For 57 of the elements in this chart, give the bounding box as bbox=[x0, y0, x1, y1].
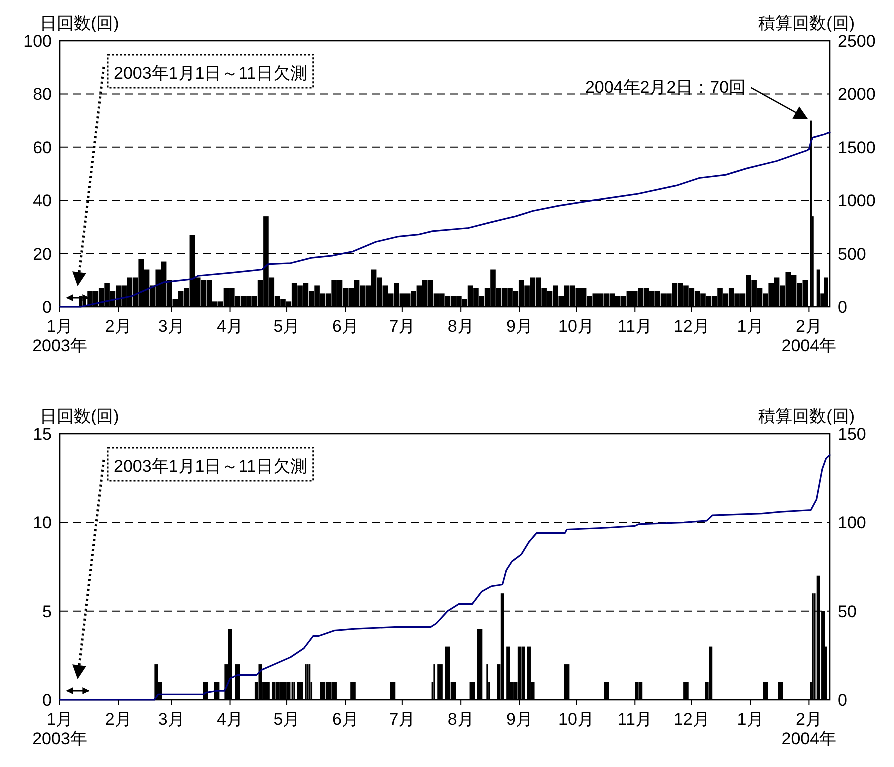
y-tick-label: 20 bbox=[33, 244, 52, 264]
x-tick-label: 6月 bbox=[332, 317, 359, 336]
x-tick-label: 3月 bbox=[158, 317, 185, 336]
y-axis-title: 日回数(回) bbox=[40, 407, 120, 426]
y-tick-label: 15 bbox=[33, 425, 52, 444]
x-tick-label: 1月 2003年 bbox=[32, 710, 88, 749]
y-tick-label: 60 bbox=[33, 138, 52, 158]
y2-tick-label: 50 bbox=[838, 602, 857, 622]
x-tick-label: 4月 bbox=[217, 710, 244, 729]
y2-tick-label: 100 bbox=[838, 514, 866, 533]
annotation: 2003年1月1日～11日欠測 bbox=[114, 457, 308, 476]
x-tick-label: 1月 bbox=[737, 317, 764, 336]
y-tick-label: 40 bbox=[33, 192, 52, 211]
x-tick-label: 10月 bbox=[558, 317, 594, 336]
x-tick-label: 11月 bbox=[618, 317, 652, 336]
x-tick-label: 5月 bbox=[274, 710, 300, 729]
y2-tick-label: 500 bbox=[838, 244, 866, 264]
x-tick-label: 5月 bbox=[274, 317, 300, 336]
y2-tick-label: 2500 bbox=[838, 32, 876, 51]
y-tick-label: 100 bbox=[24, 32, 52, 51]
x-tick-label: 8月 bbox=[448, 317, 474, 336]
x-tick-label: 1月 bbox=[737, 710, 764, 729]
y2-tick-label: 150 bbox=[838, 425, 866, 444]
y-tick-label: 5 bbox=[42, 602, 52, 622]
line-series bbox=[59, 132, 831, 308]
x-tick-label: 2月 bbox=[105, 317, 132, 336]
x-tick-label: 6月 bbox=[332, 710, 359, 729]
y2-axis-title: 積算回数(回) bbox=[758, 407, 855, 426]
annotation: 2004年2月2日：70回 bbox=[585, 78, 746, 97]
y-axis-title: 日回数(回) bbox=[40, 14, 120, 33]
x-tick-label: 12月 bbox=[674, 317, 710, 336]
x-tick-label: 9月 bbox=[506, 710, 533, 729]
x-tick-label: 4月 bbox=[217, 317, 244, 336]
y2-tick-label: 0 bbox=[838, 298, 848, 317]
y-tick-label: 0 bbox=[42, 691, 52, 710]
x-tick-label: 7月 bbox=[389, 710, 416, 729]
x-tick-label: 9月 bbox=[506, 317, 533, 336]
line-series bbox=[59, 454, 831, 701]
x-tick-label: 7月 bbox=[389, 317, 416, 336]
y2-tick-label: 1000 bbox=[838, 192, 876, 211]
x-tick-label: 12月 bbox=[674, 710, 710, 729]
x-tick-label: 8月 bbox=[448, 710, 474, 729]
x-tick-label: 10月 bbox=[558, 710, 594, 729]
y-tick-label: 10 bbox=[33, 514, 52, 533]
x-tick-label: 2月 bbox=[105, 710, 132, 729]
y2-axis-title: 積算回数(回) bbox=[758, 14, 855, 33]
x-tick-label: 2月 2004年 bbox=[782, 317, 837, 356]
y-tick-label: 80 bbox=[33, 85, 52, 104]
x-tick-label: 3月 bbox=[158, 710, 185, 729]
y2-tick-label: 2000 bbox=[838, 85, 876, 104]
x-tick-label: 11月 bbox=[618, 710, 652, 729]
annotation: 2003年1月1日～11日欠測 bbox=[114, 64, 308, 83]
y2-tick-label: 0 bbox=[838, 691, 848, 710]
x-tick-label: 1月 2003年 bbox=[32, 317, 88, 356]
y-tick-label: 0 bbox=[42, 298, 52, 317]
y2-tick-label: 1500 bbox=[838, 138, 876, 158]
x-tick-label: 2月 2004年 bbox=[782, 710, 837, 749]
